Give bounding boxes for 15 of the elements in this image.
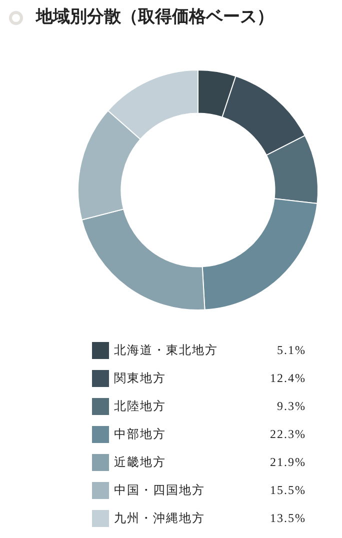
data-label: 13.5%: [270, 510, 306, 526]
legend-label: 北陸地方: [114, 398, 167, 414]
legend-label: 中部地方: [114, 426, 167, 442]
legend-label: 近畿地方: [114, 454, 167, 470]
data-label: 9.3%: [277, 398, 306, 414]
data-label: 5.1%: [277, 342, 306, 358]
data-label: 15.5%: [270, 482, 306, 498]
chart-title: 地域別分散（取得価格ベース）: [36, 6, 274, 28]
legend-label: 関東地方: [114, 370, 167, 386]
data-label: 12.4%: [270, 370, 306, 386]
legend-label: 九州・沖縄地方: [114, 510, 206, 526]
legend-label: 中国・四国地方: [114, 482, 206, 498]
data-label: 22.3%: [270, 426, 306, 442]
legend-label: 北海道・東北地方: [114, 342, 219, 358]
data-label: 21.9%: [270, 454, 306, 470]
